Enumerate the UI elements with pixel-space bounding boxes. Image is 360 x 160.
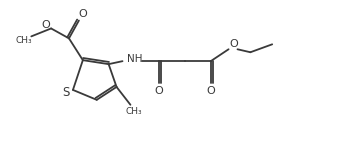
Text: O: O xyxy=(229,39,238,49)
Text: O: O xyxy=(206,86,215,96)
Text: O: O xyxy=(42,20,50,30)
Text: S: S xyxy=(62,86,70,99)
Text: NH: NH xyxy=(127,54,142,64)
Text: O: O xyxy=(78,9,87,19)
Text: O: O xyxy=(155,86,163,96)
Text: CH₃: CH₃ xyxy=(15,36,32,45)
Text: CH₃: CH₃ xyxy=(125,107,142,116)
